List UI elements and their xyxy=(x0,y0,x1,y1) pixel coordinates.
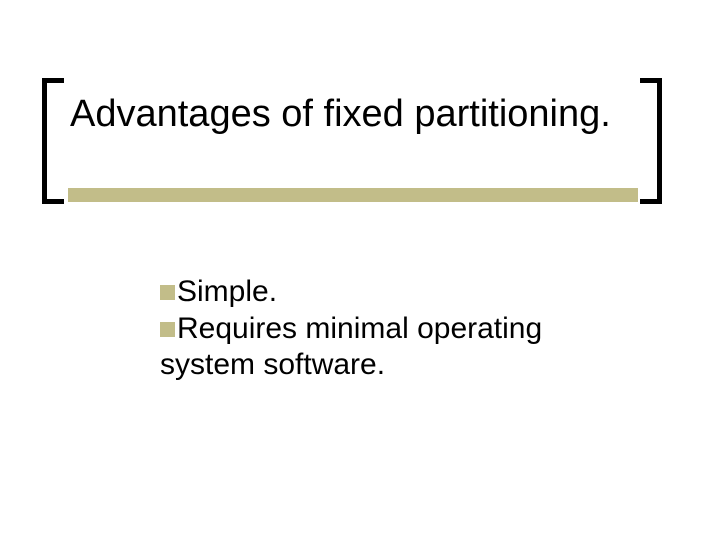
slide: Advantages of fixed partitioning. Simple… xyxy=(0,0,720,540)
bullet-icon xyxy=(160,285,175,300)
list-item-label: Requires minimal operating system softwa… xyxy=(160,312,542,382)
title-bracket-right xyxy=(640,78,662,204)
list-item: Simple. xyxy=(160,274,640,311)
list-item-label: Simple. xyxy=(177,275,277,308)
title-underline xyxy=(68,188,638,202)
list-item: Requires minimal operating system softwa… xyxy=(160,311,640,384)
body-container: Simple. Requires minimal operating syste… xyxy=(160,274,640,384)
bullet-icon xyxy=(160,322,175,337)
title-bracket-left xyxy=(42,78,64,204)
slide-title: Advantages of fixed partitioning. xyxy=(70,92,630,137)
title-container: Advantages of fixed partitioning. xyxy=(70,92,630,137)
